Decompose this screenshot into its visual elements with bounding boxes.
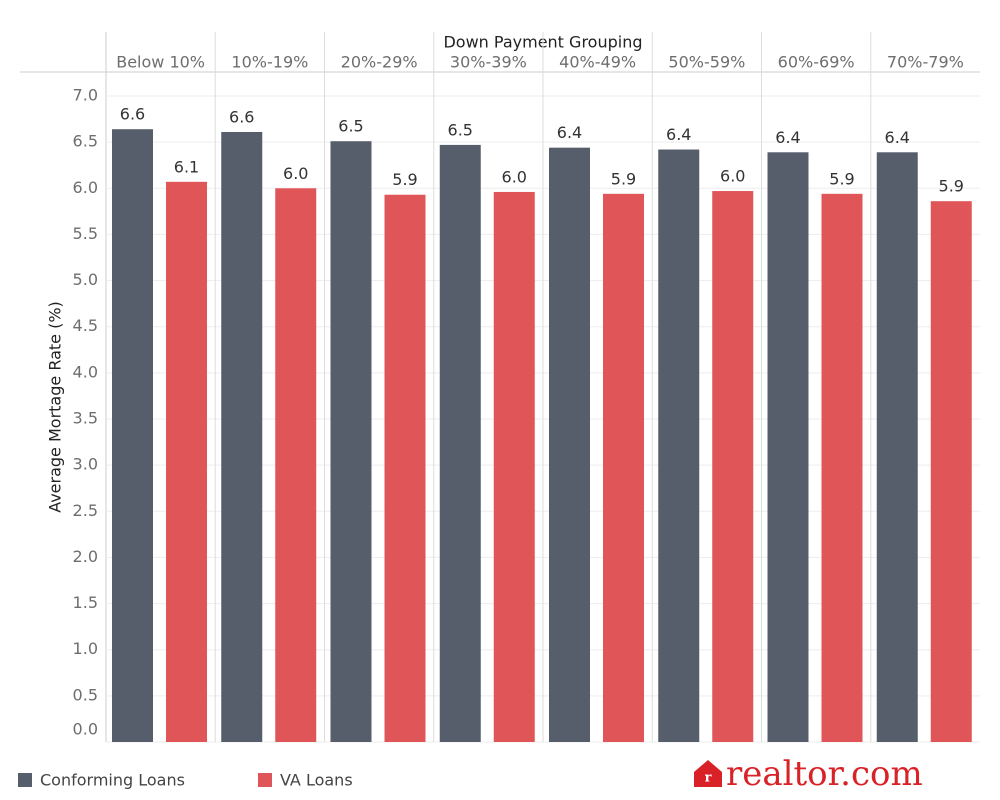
value-label: 6.4 <box>775 128 800 147</box>
x-tick-label: 10%-19% <box>231 53 308 72</box>
x-tick-label: Below 10% <box>116 53 205 72</box>
bar <box>712 191 754 743</box>
bar <box>112 129 153 742</box>
logo-icon <box>694 760 722 787</box>
value-label: 5.9 <box>392 170 417 189</box>
y-tick-label: 7.0 <box>73 85 98 104</box>
value-label: 6.5 <box>448 120 473 139</box>
bar <box>493 191 535 742</box>
bar <box>549 147 590 742</box>
y-tick-label: 0.0 <box>73 720 98 739</box>
x-tick-label: 20%-29% <box>341 53 418 72</box>
value-label: 6.4 <box>666 125 691 144</box>
logo-text: realtor.com <box>726 754 923 794</box>
bar <box>876 152 918 743</box>
value-label: 5.9 <box>939 177 964 196</box>
value-label: 6.4 <box>885 128 910 147</box>
y-tick-label: 1.0 <box>73 639 98 658</box>
bar <box>330 141 372 743</box>
legend-swatch <box>258 773 272 787</box>
logo-icon-letter: r <box>705 771 712 786</box>
y-tick-label: 5.5 <box>73 224 98 243</box>
bar <box>603 193 644 742</box>
value-label: 6.4 <box>557 123 582 142</box>
y-tick-label: 2.0 <box>73 547 98 566</box>
y-tick-label: 4.5 <box>73 316 98 335</box>
y-tick-label: 6.5 <box>73 132 98 151</box>
value-label: 5.9 <box>829 169 854 188</box>
y-axis-title: Average Mortage Rate (%) <box>46 301 65 513</box>
legend-label: VA Loans <box>280 771 353 790</box>
x-tick-label: 60%-69% <box>778 53 855 72</box>
legend-label: Conforming Loans <box>40 771 185 790</box>
y-tick-label: 3.5 <box>73 408 98 427</box>
y-tick-label: 4.0 <box>73 362 98 381</box>
y-tick-label: 3.0 <box>73 455 98 474</box>
value-label: 6.0 <box>502 167 527 186</box>
bar <box>767 152 809 743</box>
y-tick-label: 5.0 <box>73 270 98 289</box>
bar <box>275 188 317 742</box>
value-label: 6.0 <box>283 164 308 183</box>
x-tick-label: 50%-59% <box>668 53 745 72</box>
y-tick-label: 2.5 <box>73 501 98 520</box>
legend-swatch <box>18 773 32 787</box>
x-tick-label: 70%-79% <box>887 53 964 72</box>
value-label: 6.5 <box>338 117 363 136</box>
bar <box>930 201 972 742</box>
logo: r realtor.com <box>694 754 923 794</box>
y-tick-label: 1.5 <box>73 593 98 612</box>
bar <box>439 144 481 742</box>
bar <box>384 194 426 743</box>
bar <box>821 193 863 742</box>
bar <box>658 149 700 743</box>
bar <box>221 131 263 743</box>
y-tick-label: 0.5 <box>73 685 98 704</box>
bar <box>166 181 207 743</box>
value-label: 6.6 <box>229 107 254 126</box>
x-tick-label: 30%-39% <box>450 53 527 72</box>
value-label: 6.1 <box>174 157 199 176</box>
value-label: 6.0 <box>720 167 745 186</box>
value-label: 6.6 <box>120 105 145 124</box>
value-label: 5.9 <box>611 169 636 188</box>
y-tick-label: 6.0 <box>73 178 98 197</box>
x-tick-label: 40%-49% <box>559 53 636 72</box>
